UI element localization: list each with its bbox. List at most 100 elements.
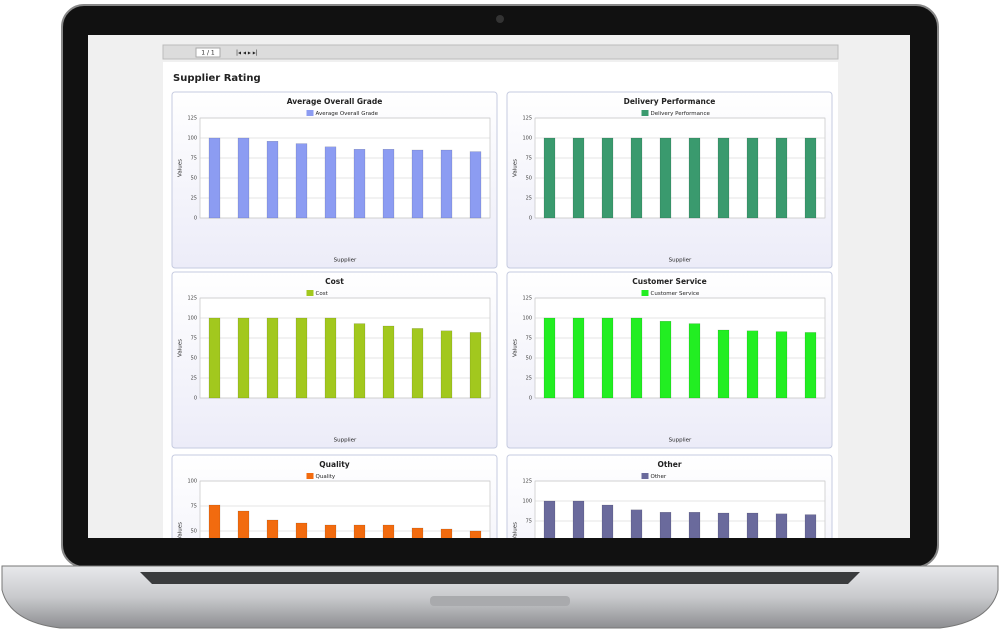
chart-title: Quality <box>319 460 350 469</box>
chart-title: Other <box>657 460 681 469</box>
chart-title: Average Overall Grade <box>287 97 383 106</box>
bar <box>440 330 453 399</box>
y-tick-label: 50 <box>526 176 532 182</box>
bar <box>572 500 585 538</box>
y-tick-label: 100 <box>522 136 532 142</box>
bar <box>295 143 308 219</box>
bar <box>630 137 643 219</box>
page-box[interactable] <box>195 47 221 58</box>
nav-icons[interactable]: |◂ ◂ ▸ ▸| <box>236 50 258 57</box>
bar <box>688 323 701 399</box>
y-tick-label: 0 <box>529 396 532 402</box>
y-tick-label: 75 <box>526 519 532 525</box>
y-axis-label: Values <box>513 522 519 540</box>
chart-title: Cost <box>325 277 344 286</box>
bar <box>601 137 614 219</box>
y-tick-label: 50 <box>191 176 197 182</box>
bar <box>208 504 221 538</box>
bar <box>775 513 788 538</box>
bar <box>469 151 482 219</box>
y-tick-label: 100 <box>187 479 197 485</box>
bar <box>601 317 614 399</box>
bar <box>266 317 279 399</box>
y-tick-label: 50 <box>526 356 532 362</box>
bar <box>688 137 701 219</box>
page-indicator: 1 / 1 <box>201 50 215 57</box>
bar <box>208 137 221 219</box>
legend-swatch <box>641 110 649 116</box>
legend-swatch <box>641 290 649 296</box>
bar <box>746 330 759 399</box>
bar <box>804 137 817 219</box>
charts: Average Overall Grade Average Overall Gra… <box>171 91 833 540</box>
toolbar <box>162 44 839 60</box>
x-axis-label: Supplier <box>334 258 357 264</box>
y-tick-label: 100 <box>187 316 197 322</box>
x-axis-label: Supplier <box>669 438 692 444</box>
bar <box>295 317 308 399</box>
y-tick-label: 75 <box>191 156 197 162</box>
y-axis-label: Values <box>178 522 184 540</box>
y-axis-label: Values <box>513 159 519 177</box>
bar <box>630 509 643 538</box>
bar <box>237 137 250 219</box>
bar <box>382 325 395 399</box>
camera <box>496 15 504 23</box>
bar <box>804 514 817 538</box>
y-tick-label: 25 <box>191 376 197 382</box>
y-tick-label: 25 <box>191 196 197 202</box>
legend-swatch <box>306 290 314 296</box>
y-tick-label: 0 <box>194 216 197 222</box>
bar <box>601 504 614 538</box>
y-tick-label: 50 <box>191 529 197 535</box>
chart-title: Customer Service <box>632 277 706 286</box>
bar <box>440 528 453 538</box>
bar <box>382 524 395 538</box>
y-tick-label: 75 <box>191 504 197 510</box>
page-title: Supplier Rating <box>173 73 261 84</box>
bar <box>295 522 308 538</box>
bar <box>746 512 759 538</box>
bar <box>237 317 250 399</box>
screen: 1 / 1 |◂ ◂ ▸ ▸| Supplier Rating Average … <box>88 35 910 540</box>
bar <box>630 317 643 399</box>
bar <box>572 317 585 399</box>
y-tick-label: 125 <box>522 296 532 302</box>
legend-label: Cost <box>316 291 329 297</box>
y-axis-label: Values <box>178 159 184 177</box>
bar <box>353 524 366 538</box>
bar <box>411 328 424 399</box>
bar <box>543 137 556 219</box>
y-tick-label: 25 <box>526 376 532 382</box>
bar <box>717 512 730 538</box>
bar <box>775 137 788 219</box>
y-tick-label: 0 <box>529 216 532 222</box>
bar <box>411 149 424 219</box>
legend-label: Other <box>651 474 667 480</box>
bar <box>688 512 701 538</box>
x-axis-label: Supplier <box>669 258 692 264</box>
legend-label: Average Overall Grade <box>316 111 379 117</box>
bar <box>469 332 482 399</box>
y-tick-label: 125 <box>522 479 532 485</box>
legend-swatch <box>641 473 649 479</box>
y-tick-label: 75 <box>191 336 197 342</box>
bar <box>237 510 250 538</box>
bar <box>208 317 221 399</box>
bar <box>266 140 279 219</box>
y-axis-label: Values <box>513 339 519 357</box>
y-tick-label: 125 <box>522 116 532 122</box>
legend-label: Delivery Performance <box>651 111 711 117</box>
x-axis-label: Supplier <box>334 438 357 444</box>
bar <box>411 527 424 538</box>
bar <box>659 321 672 399</box>
y-tick-label: 100 <box>522 316 532 322</box>
bar <box>353 148 366 219</box>
hinge-notch <box>430 596 570 606</box>
legend-label: Quality <box>316 474 336 480</box>
bar <box>324 146 337 219</box>
bar <box>717 137 730 219</box>
bar <box>382 148 395 219</box>
bar <box>659 512 672 538</box>
y-tick-label: 75 <box>526 156 532 162</box>
